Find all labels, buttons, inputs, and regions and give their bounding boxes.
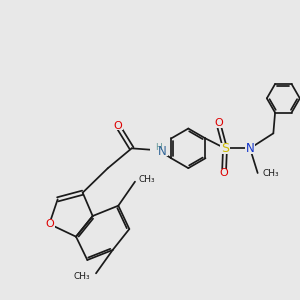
FancyBboxPatch shape bbox=[112, 121, 123, 130]
Text: CH₃: CH₃ bbox=[139, 175, 155, 184]
Text: O: O bbox=[113, 121, 122, 131]
Text: N: N bbox=[246, 142, 254, 155]
FancyBboxPatch shape bbox=[213, 118, 224, 128]
Text: S: S bbox=[221, 142, 229, 155]
FancyBboxPatch shape bbox=[244, 143, 255, 154]
FancyBboxPatch shape bbox=[219, 169, 230, 178]
FancyBboxPatch shape bbox=[150, 145, 168, 156]
FancyBboxPatch shape bbox=[44, 219, 55, 229]
Text: N: N bbox=[158, 145, 166, 158]
Text: O: O bbox=[45, 219, 54, 229]
Text: O: O bbox=[214, 118, 223, 128]
Text: CH₃: CH₃ bbox=[74, 272, 91, 281]
Text: H: H bbox=[155, 143, 161, 152]
Text: O: O bbox=[220, 168, 228, 178]
Text: CH₃: CH₃ bbox=[262, 169, 279, 178]
FancyBboxPatch shape bbox=[220, 143, 230, 154]
